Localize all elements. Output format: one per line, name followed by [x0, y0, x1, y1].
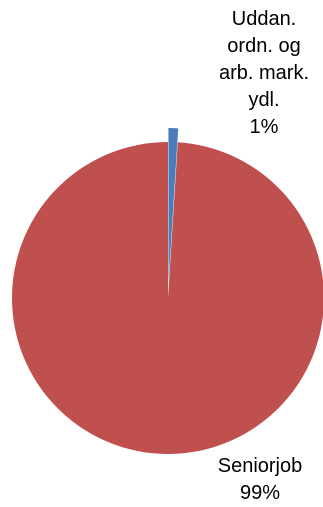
data-label-uddan-line-2: ordn. og [227, 35, 301, 57]
data-label-uddan-percent: 1% [249, 116, 279, 138]
data-label-seniorjob: Seniorjob 99% [200, 453, 320, 507]
data-label-uddan-line-3: arb. mark. [218, 62, 310, 84]
pie-slice-uddan [168, 128, 179, 285]
data-label-uddan-line-1: Uddan. [231, 8, 297, 30]
data-label-seniorjob-name: Seniorjob [217, 455, 303, 477]
pie-slices [12, 128, 323, 454]
data-label-uddan-line-4: ydl. [248, 89, 280, 111]
data-label-seniorjob-percent: 99% [239, 482, 281, 504]
pie-slice-seniorjob [12, 142, 323, 454]
data-label-uddan: Uddan. ordn. og arb. mark. ydl. 1% [204, 6, 323, 141]
